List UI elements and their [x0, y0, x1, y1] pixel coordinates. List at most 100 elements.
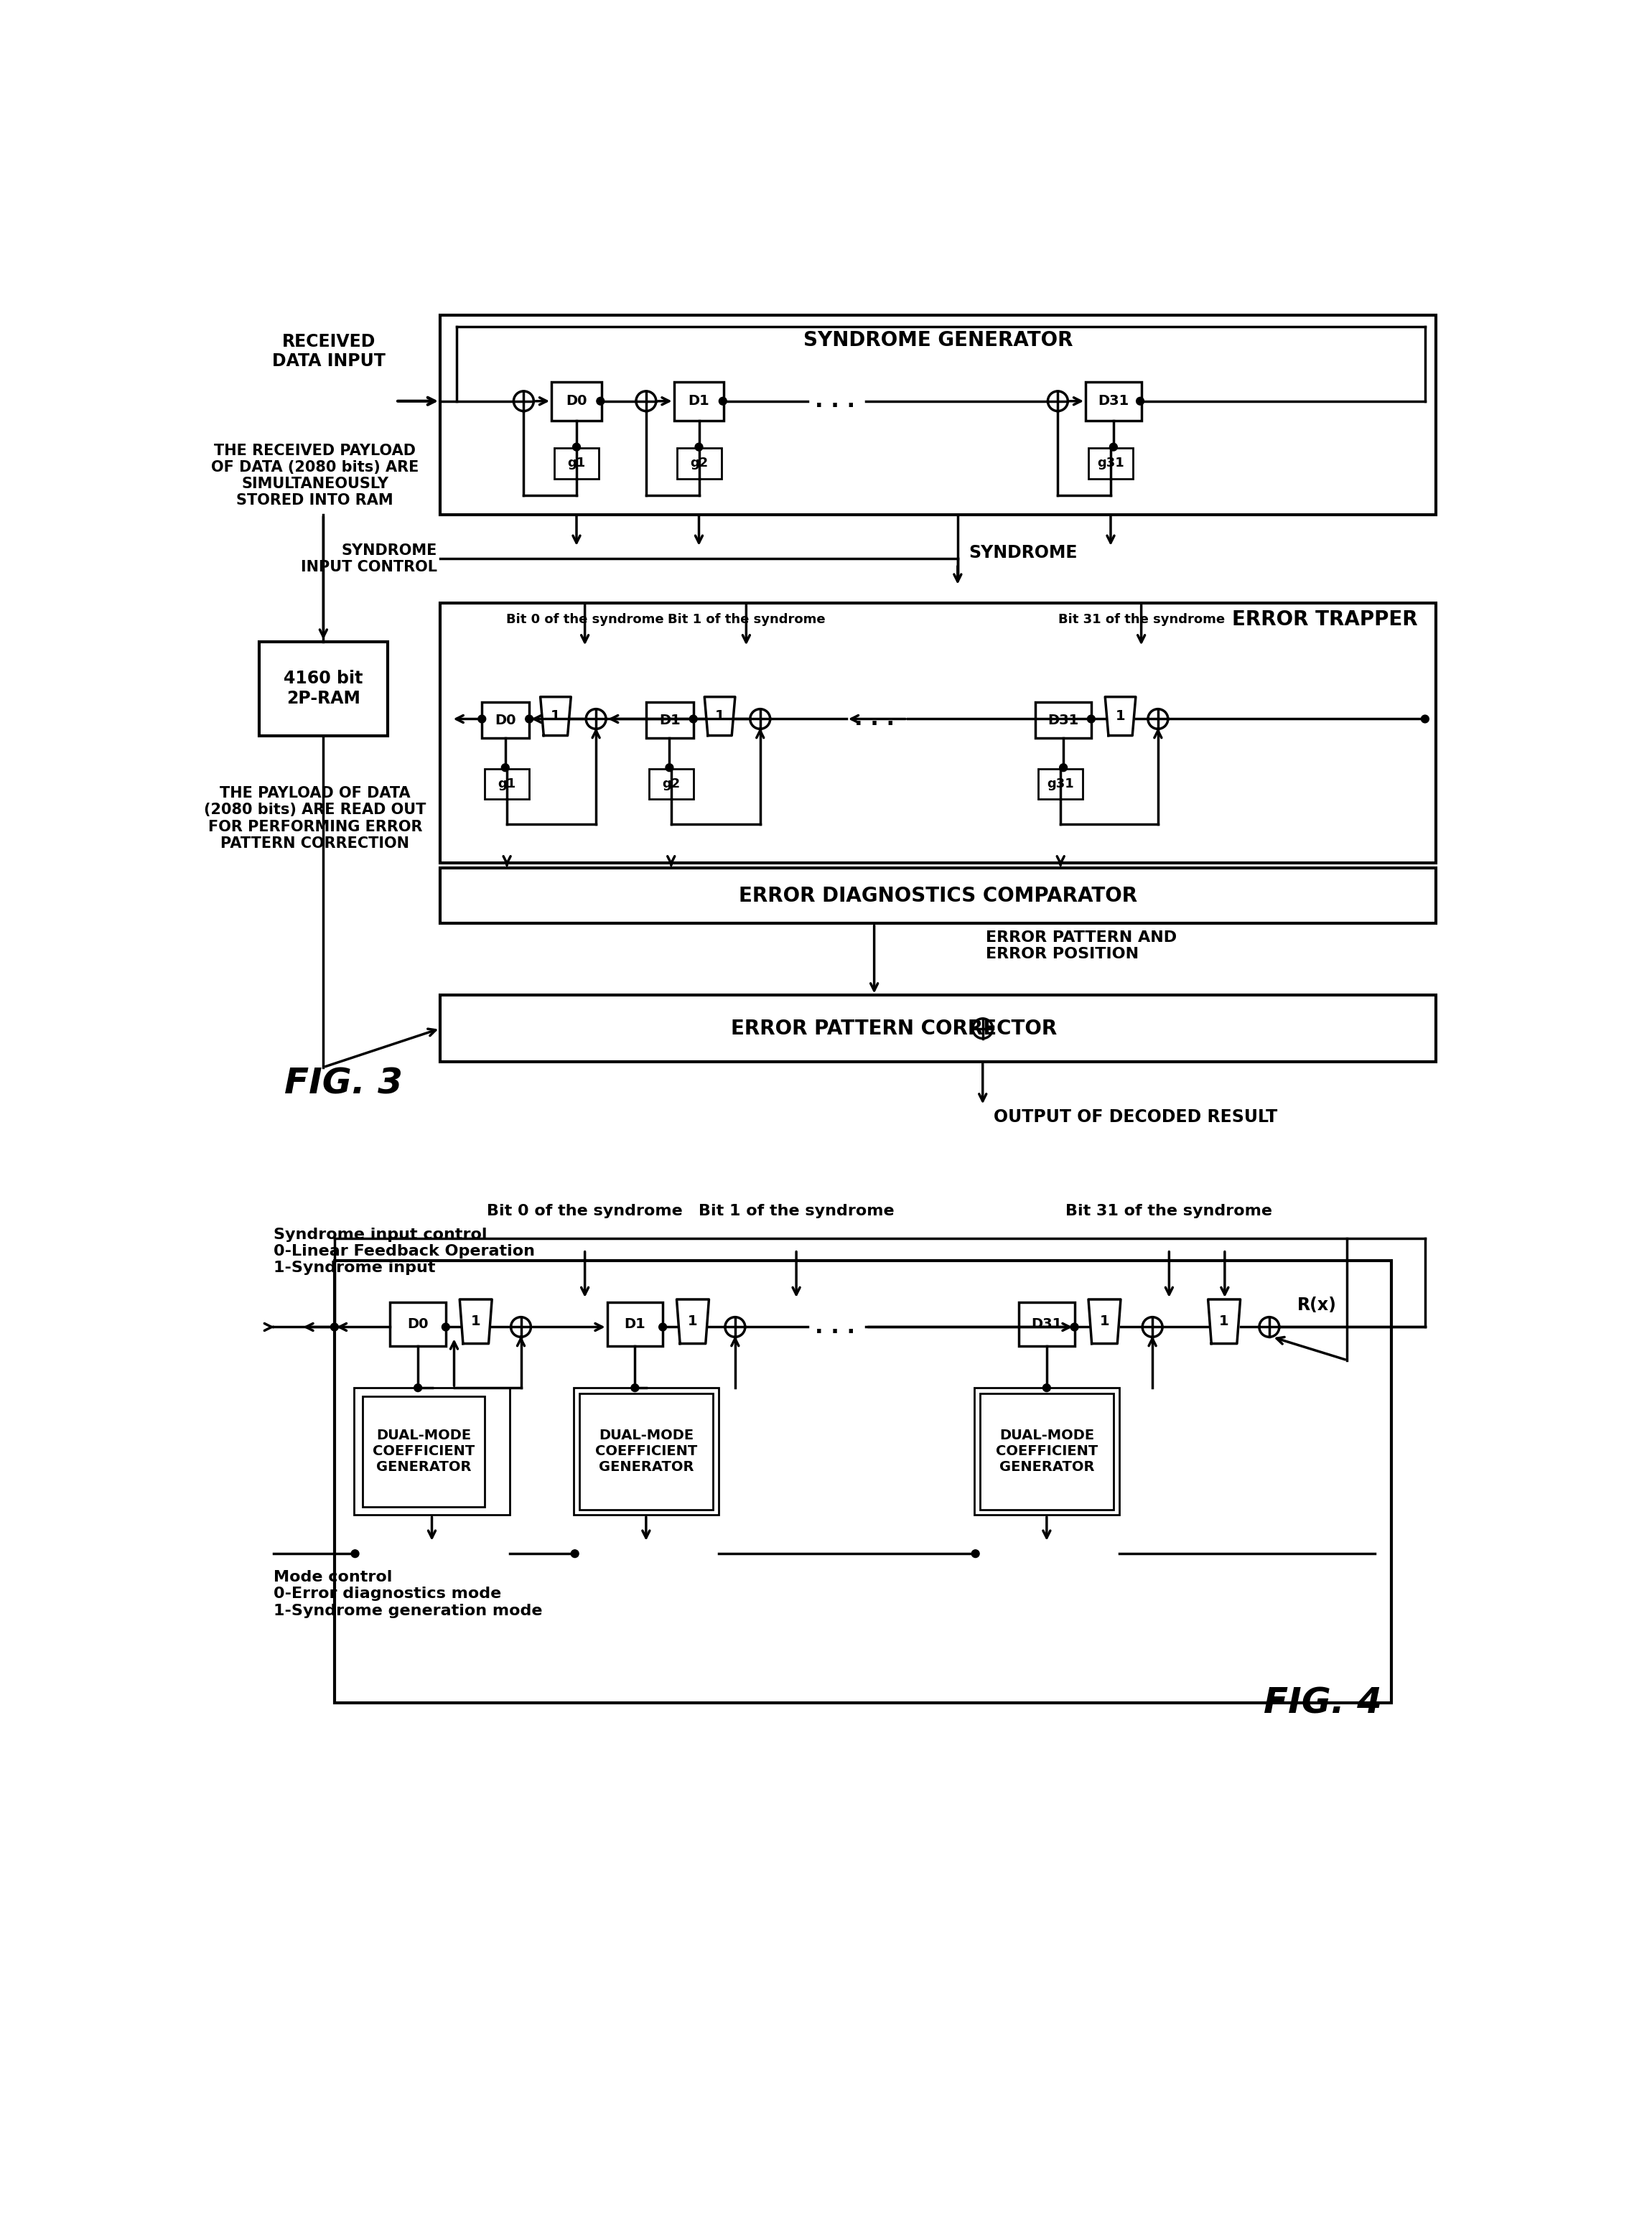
- Circle shape: [689, 715, 697, 722]
- Text: DUAL-MODE
COEFFICIENT
GENERATOR: DUAL-MODE COEFFICIENT GENERATOR: [996, 1428, 1097, 1475]
- Text: Bit 0 of the syndrome: Bit 0 of the syndrome: [506, 613, 664, 627]
- Text: D0: D0: [496, 713, 515, 726]
- Circle shape: [572, 1550, 578, 1556]
- Text: OUTPUT OF DECODED RESULT: OUTPUT OF DECODED RESULT: [995, 1109, 1277, 1125]
- Text: g2: g2: [691, 456, 709, 469]
- Bar: [580, 1393, 712, 1510]
- Circle shape: [330, 1324, 339, 1331]
- Circle shape: [415, 1384, 421, 1393]
- Bar: [1039, 768, 1082, 799]
- Text: THE RECEIVED PAYLOAD
OF DATA (2080 bits) ARE
SIMULTANEOUSLY
STORED INTO RAM: THE RECEIVED PAYLOAD OF DATA (2080 bits)…: [211, 443, 420, 507]
- Text: THE PAYLOAD OF DATA
(2080 bits) ARE READ OUT
FOR PERFORMING ERROR
PATTERN CORREC: THE PAYLOAD OF DATA (2080 bits) ARE READ…: [203, 786, 426, 850]
- Text: 1: 1: [687, 1315, 697, 1328]
- Text: D31: D31: [1031, 1317, 1062, 1331]
- Text: Bit 1 of the syndrome: Bit 1 of the syndrome: [699, 1204, 894, 1218]
- Text: D0: D0: [567, 394, 586, 407]
- Text: FIG. 3: FIG. 3: [284, 1067, 403, 1100]
- Text: 4160 bit
2P-RAM: 4160 bit 2P-RAM: [284, 671, 363, 706]
- Circle shape: [1042, 1384, 1051, 1393]
- Bar: [259, 642, 387, 735]
- Bar: [646, 702, 694, 737]
- Text: 1: 1: [471, 1315, 481, 1328]
- Text: ERROR TRAPPER: ERROR TRAPPER: [1232, 609, 1417, 629]
- Text: FIG. 4: FIG. 4: [1264, 1685, 1383, 1720]
- Circle shape: [659, 1324, 667, 1331]
- Circle shape: [596, 396, 605, 405]
- Bar: [439, 868, 1436, 923]
- Bar: [439, 602, 1436, 863]
- Circle shape: [631, 1384, 639, 1393]
- Circle shape: [573, 443, 580, 452]
- Text: D0: D0: [408, 1317, 428, 1331]
- Text: SYNDROME GENERATOR: SYNDROME GENERATOR: [803, 330, 1074, 350]
- Text: DUAL-MODE
COEFFICIENT
GENERATOR: DUAL-MODE COEFFICIENT GENERATOR: [595, 1428, 697, 1475]
- Bar: [552, 381, 601, 421]
- Text: . . .: . . .: [854, 708, 894, 728]
- Circle shape: [1059, 764, 1067, 770]
- Bar: [439, 314, 1436, 514]
- Text: ERROR DIAGNOSTICS COMPARATOR: ERROR DIAGNOSTICS COMPARATOR: [738, 886, 1138, 906]
- Circle shape: [719, 396, 727, 405]
- Bar: [362, 1397, 484, 1508]
- Text: Bit 31 of the syndrome: Bit 31 of the syndrome: [1066, 1204, 1272, 1218]
- Text: D1: D1: [659, 713, 681, 726]
- Circle shape: [477, 715, 486, 722]
- Text: 1: 1: [715, 708, 725, 724]
- Text: DUAL-MODE
COEFFICIENT
GENERATOR: DUAL-MODE COEFFICIENT GENERATOR: [372, 1428, 474, 1475]
- Text: ERROR PATTERN CORRECTOR: ERROR PATTERN CORRECTOR: [730, 1018, 1057, 1038]
- Text: RECEIVED
DATA INPUT: RECEIVED DATA INPUT: [273, 332, 385, 370]
- Circle shape: [1421, 715, 1429, 722]
- Circle shape: [1110, 443, 1117, 452]
- Bar: [573, 1388, 719, 1514]
- Bar: [1036, 702, 1092, 737]
- Circle shape: [666, 764, 674, 770]
- Circle shape: [352, 1550, 358, 1556]
- Text: Bit 0 of the syndrome: Bit 0 of the syndrome: [487, 1204, 682, 1218]
- Text: SYNDROME
INPUT CONTROL: SYNDROME INPUT CONTROL: [301, 542, 438, 573]
- Circle shape: [971, 1550, 980, 1556]
- Bar: [1085, 381, 1142, 421]
- Bar: [439, 996, 1436, 1063]
- Text: 1: 1: [1100, 1315, 1110, 1328]
- Bar: [677, 447, 722, 478]
- Text: R(x): R(x): [1297, 1295, 1336, 1313]
- Text: 1: 1: [1115, 708, 1125, 724]
- Text: g1: g1: [497, 777, 515, 790]
- Text: . . .: . . .: [814, 390, 856, 412]
- Bar: [390, 1302, 446, 1346]
- Bar: [674, 381, 724, 421]
- Bar: [555, 447, 598, 478]
- Circle shape: [1087, 715, 1095, 722]
- Text: Bit 1 of the syndrome: Bit 1 of the syndrome: [667, 613, 824, 627]
- Circle shape: [502, 764, 509, 770]
- Text: g2: g2: [662, 777, 681, 790]
- Text: D31: D31: [1047, 713, 1079, 726]
- Text: Mode control
0-Error diagnostics mode
1-Syndrome generation mode: Mode control 0-Error diagnostics mode 1-…: [273, 1570, 542, 1618]
- Text: D1: D1: [689, 394, 710, 407]
- Circle shape: [525, 715, 534, 722]
- Text: g31: g31: [1097, 456, 1125, 469]
- Bar: [484, 768, 529, 799]
- Bar: [608, 1302, 662, 1346]
- Bar: [980, 1393, 1113, 1510]
- Bar: [1019, 1302, 1074, 1346]
- Text: D1: D1: [624, 1317, 646, 1331]
- Text: g1: g1: [567, 456, 585, 469]
- Text: 1: 1: [550, 708, 560, 724]
- Text: Bit 31 of the syndrome: Bit 31 of the syndrome: [1057, 613, 1224, 627]
- Circle shape: [441, 1324, 449, 1331]
- Text: g31: g31: [1047, 777, 1074, 790]
- Circle shape: [695, 443, 702, 452]
- Text: 1: 1: [1219, 1315, 1229, 1328]
- Bar: [354, 1388, 510, 1514]
- Bar: [1089, 447, 1133, 478]
- Bar: [334, 1260, 1391, 1703]
- Text: . . .: . . .: [814, 1317, 856, 1337]
- Text: ERROR PATTERN AND
ERROR POSITION: ERROR PATTERN AND ERROR POSITION: [986, 930, 1176, 961]
- Text: Syndrome input control
0-Linear Feedback Operation
1-Syndrome input: Syndrome input control 0-Linear Feedback…: [273, 1227, 535, 1275]
- Text: D31: D31: [1099, 394, 1128, 407]
- Bar: [482, 702, 529, 737]
- Circle shape: [1070, 1324, 1079, 1331]
- Text: SYNDROME: SYNDROME: [968, 545, 1077, 562]
- Circle shape: [1137, 396, 1145, 405]
